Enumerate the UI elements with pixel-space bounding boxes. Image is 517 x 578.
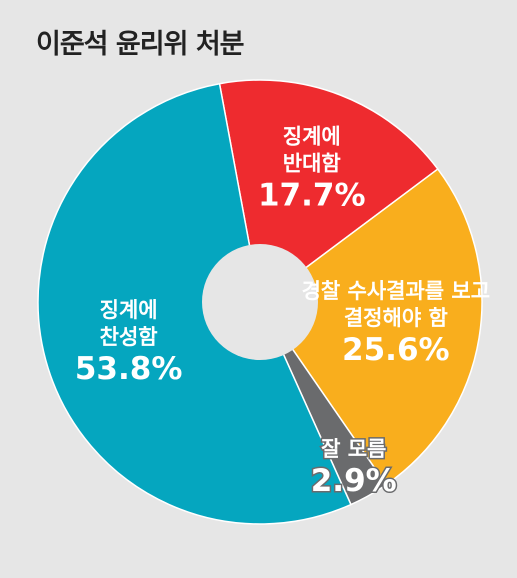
slice-support [37, 82, 352, 525]
slice-label-line: 찬성함 [100, 325, 158, 349]
slice-label-line: 결정해야 함 [344, 306, 448, 330]
slice-label-line: 잘 모름 [321, 437, 386, 461]
slice-label-line: 경찰 수사결과를 보고 [302, 279, 491, 303]
slice-wait-for-police [258, 168, 483, 486]
slice-label-unsure: 잘 모름2.9% [309, 435, 398, 500]
slice-value-label: 2.9% [311, 463, 397, 499]
slice-value-label: 25.6% [342, 332, 450, 368]
slice-label-line: 징계에 [100, 298, 158, 322]
chart-title: 이준석 윤리위 처분 [36, 29, 245, 60]
slice-label-line: 징계에 [283, 125, 341, 149]
slice-label-line: 반대함 [283, 152, 341, 176]
slice-value-label: 17.7% [258, 178, 366, 214]
slice-value-label: 53.8% [75, 351, 183, 387]
donut-hole [202, 244, 318, 360]
